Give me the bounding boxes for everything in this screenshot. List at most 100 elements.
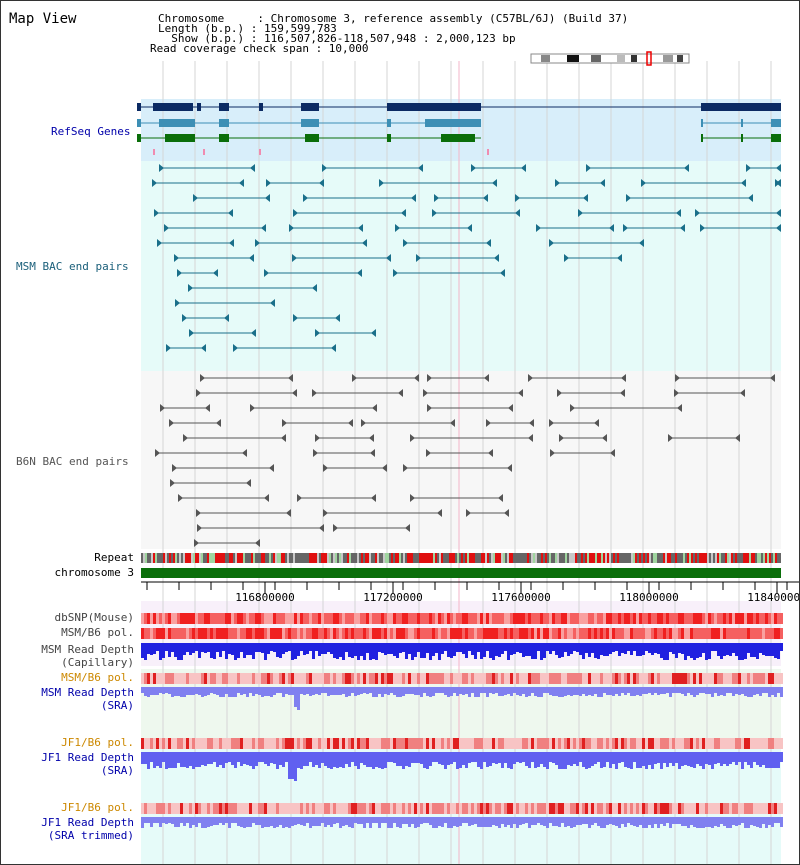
repeat-element [639,553,641,563]
msm-b6-pol-cell [306,628,309,639]
msm-bac-track-label[interactable]: MSM BAC end pairs [16,260,129,273]
jf1-b6-pol-trim-cell [519,803,522,814]
dbsnp-cell [753,613,756,624]
b6n-bac-pair-end [610,449,615,457]
jf1-b6-pol-cell [198,738,201,749]
repeat-element [445,553,447,563]
msm-b6-pol-sra-cell [525,673,528,684]
jf1-depth-trim-bar [204,817,207,828]
jf1-depth-trim-bar [423,817,426,823]
b6n-bac-pair-end [437,509,442,517]
msm-b6-pol-cell [438,628,441,639]
polymorphism-heat-tracks [141,613,783,814]
msm-b6-pol-sra-cell [180,673,183,684]
jf1-depth-trim-bar [411,817,414,824]
msm-b6-pol-sra-cell [177,673,180,684]
msm-depth-sra-bar [690,687,693,695]
msm-depth-sra-bar [696,687,699,695]
jf1-b6-pol-trim-cell [255,803,258,814]
b6n-bac-track-label[interactable]: B6N BAC end pairs [16,455,129,468]
jf1-depth-sra-bar [177,752,180,763]
b6n-bac-pair-end [528,434,533,442]
msm-depth-sra-bar [165,687,168,693]
jf1-b6-pol-cell [294,738,297,749]
repeat-element [515,553,517,563]
b6n-bac-pair-end [507,464,512,472]
msm-depth-sra-bar [327,687,330,696]
dbsnp-cell [147,613,150,624]
jf1-depth-sra-bar [561,752,564,769]
jf1-depth-trim-bar [516,817,519,828]
jf1-b6-pol-cell [303,738,306,749]
msm-bac-pair-end [492,179,497,187]
msm-depth-sra-bar [198,687,201,695]
msm-bac-track[interactable] [152,164,781,352]
b6n-bac-pair-end [594,419,599,427]
msm-b6-pol-cell [375,628,378,639]
msm-bac-pair-end [358,224,363,232]
refseq-gene-track[interactable] [137,103,781,155]
jf1-b6-pol-cell [351,738,354,749]
msm-b6-pol-cell [477,628,480,639]
repeat-element [637,553,639,563]
msm-depth-capillary-bar [375,643,378,660]
jf1-depth-trim-bar [360,817,363,824]
msm-b6-pol-cell [690,628,693,639]
msm-bac-pair-end [434,194,439,202]
refseq-gene-row3-exon [137,134,141,142]
jf1-b6-pol-cell [285,738,288,749]
msm-b6-pol-sra-cell [438,673,441,684]
jf1-b6-pol-cell [438,738,441,749]
msm-b6-pol-sra-cell [726,673,729,684]
msm-b6-pol-sra-cell [228,673,231,684]
msm-depth-sra-bar [603,687,606,693]
repeat-element [397,553,399,563]
jf1-depth-trim-bar [471,817,474,825]
jf1-depth-sra-bar [147,752,150,769]
jf1-b6-pol-trim-cell [381,803,384,814]
msm-depth-capillary-bar [282,643,285,654]
msm-b6-pol-cell [429,628,432,639]
jf1-b6-pol-cell [402,738,405,749]
msm-depth-sra-bar [735,687,738,694]
msm-depth-capillary-bar [534,643,537,659]
jf1-depth-trim-bar [225,817,228,823]
msm-b6-pol-sra-cell [519,673,522,684]
jf1-depth-trim-bar [150,817,153,827]
jf1-depth-sra-bar [564,752,567,769]
jf1-depth-trim-bar [687,817,690,828]
msm-b6-pol-cell [453,628,456,639]
msm-depth-capillary-bar [234,643,237,660]
jf1-b6-pol-trim-cell [543,803,546,814]
jf1-depth-trim-bar [732,817,735,825]
repeat-element [307,553,309,563]
jf1-b6-pol-cell [528,738,531,749]
msm-b6-pol-sra-cell [489,673,492,684]
refseq-track-label[interactable]: RefSeq Genes [51,125,131,138]
msm-background [141,161,781,371]
jf1-b6-pol-cell [714,738,717,749]
repeat-element [327,553,329,563]
repeat-element [683,553,685,563]
msm-depth-sra-bar [474,687,477,697]
dbsnp-cell [768,613,771,624]
jf1-b6-pol-cell [498,738,501,749]
repeat-element [173,553,175,563]
msm-b6-pol-cell [303,628,306,639]
msm-depth-capillary-bar [462,643,465,654]
jf1-b6-pol-trim-cell [780,803,783,814]
chromosome-ideogram[interactable] [530,51,690,66]
jf1-b6-pol-trim-cell [762,803,765,814]
msm-depth-sra-bar [330,687,333,695]
msm-b6-pol-cell [441,628,444,639]
msm-depth-capillary-bar [288,643,291,651]
b6n-bac-pair-end [292,389,297,397]
msm-depth-sra-bar [699,687,702,693]
msm-bac-pair-end [174,254,179,262]
jf1-b6-pol-trim-cell [225,803,228,814]
msm-b6-pol-cell [606,628,609,639]
msm-b6-pol-cell [669,628,672,639]
dbsnp-cell [159,613,162,624]
b6n-bac-track[interactable] [155,374,775,547]
